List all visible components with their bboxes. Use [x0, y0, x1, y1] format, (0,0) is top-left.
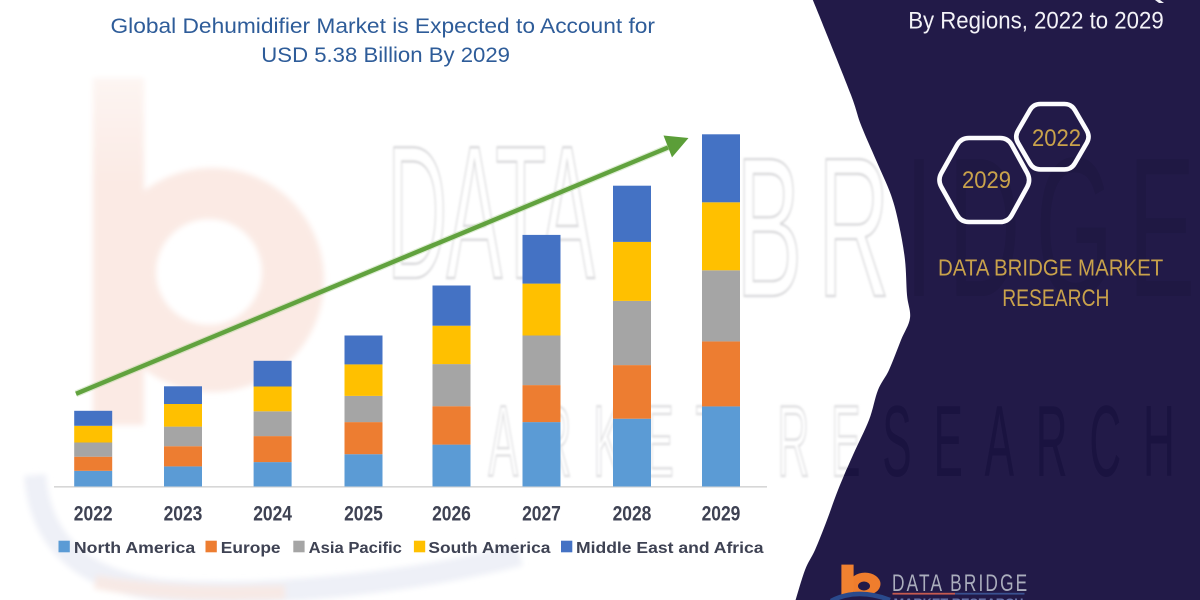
svg-text:Global Dehumidifier Market is: Global Dehumidifier Market is Expected t…: [111, 14, 656, 38]
svg-text:By Regions, 2022 to 2029: By Regions, 2022 to 2029: [908, 7, 1163, 34]
svg-text:DATA BRIDGE: DATA BRIDGE: [892, 570, 1029, 596]
svg-text:2024: 2024: [253, 502, 292, 526]
svg-text:2026: 2026: [432, 502, 471, 526]
svg-text:North America: North America: [74, 540, 195, 557]
svg-text:MARKET RESEARCH: MARKET RESEARCH: [894, 598, 1024, 600]
svg-text:2028: 2028: [613, 502, 652, 526]
svg-text:2027: 2027: [522, 502, 561, 526]
svg-text:2025: 2025: [344, 502, 383, 526]
svg-text:South America: South America: [428, 540, 550, 557]
svg-text:Europe: Europe: [221, 540, 281, 557]
svg-text:2023: 2023: [164, 502, 203, 526]
svg-text:DATA: DATA: [387, 107, 595, 319]
svg-text:Middle East and Africa: Middle East and Africa: [576, 540, 764, 557]
svg-text:2029: 2029: [962, 167, 1011, 194]
svg-text:RESEARCH: RESEARCH: [1002, 285, 1109, 312]
svg-text:2029: 2029: [702, 502, 741, 526]
svg-text:Asia Pacific: Asia Pacific: [309, 540, 402, 557]
svg-text:USD 5.38 Billion By 2029: USD 5.38 Billion By 2029: [261, 43, 510, 67]
svg-text:DATA BRIDGE MARKET: DATA BRIDGE MARKET: [938, 255, 1163, 281]
svg-text:2022: 2022: [74, 502, 113, 526]
svg-text:2022: 2022: [1032, 125, 1081, 152]
